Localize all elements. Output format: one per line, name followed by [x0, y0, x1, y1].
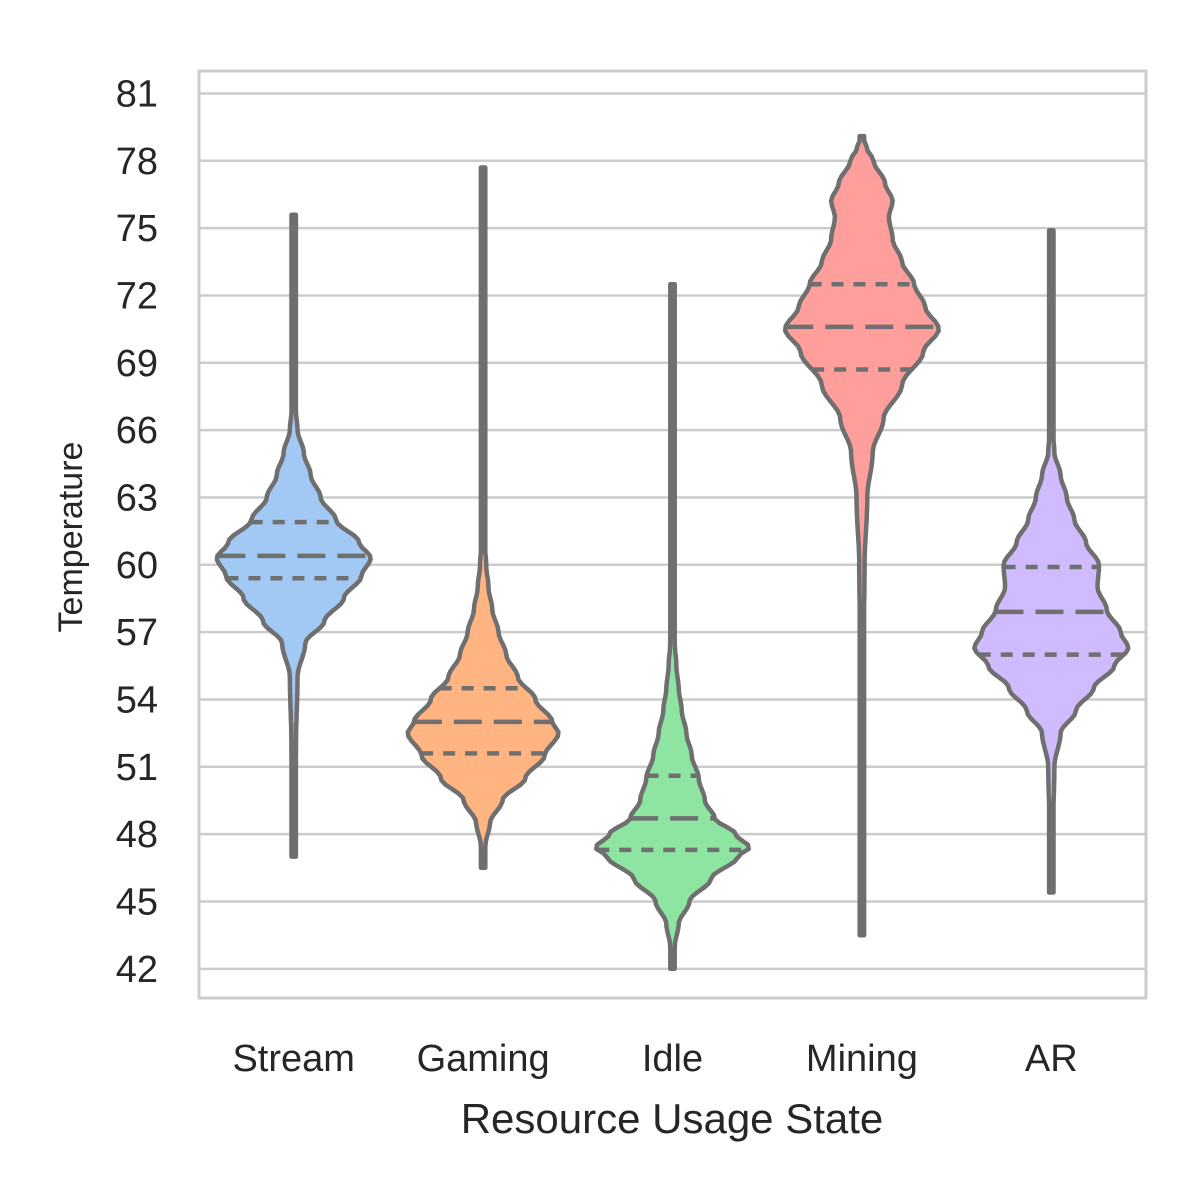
y-tick-label: 60 — [116, 545, 158, 587]
y-tick-label: 81 — [116, 73, 158, 115]
x-tick-label: AR — [1025, 1038, 1078, 1080]
violin-body — [972, 228, 1131, 895]
y-tick-label: 66 — [116, 410, 158, 452]
y-tick-label: 78 — [116, 141, 158, 183]
plot-frame — [197, 69, 1148, 1000]
x-tick-label: Idle — [642, 1038, 703, 1080]
violin-ar — [972, 228, 1131, 895]
violin-body — [594, 281, 751, 972]
x-tick-label: Mining — [806, 1038, 918, 1080]
violin-body — [405, 165, 561, 871]
y-axis-label: Temperature — [52, 442, 90, 633]
violin-gaming — [405, 165, 561, 871]
violin-body — [782, 133, 941, 938]
violin-stream — [214, 212, 373, 859]
y-tick-label: 54 — [116, 679, 158, 721]
y-tick-label: 57 — [116, 612, 158, 654]
violin-mining — [782, 133, 941, 938]
y-tick-labels: 42 45 48 51 54 57 60 63 66 69 72 75 78 81 — [116, 73, 158, 990]
y-tick-label: 72 — [116, 275, 158, 317]
violin-idle — [594, 281, 751, 972]
y-tick-label: 51 — [116, 747, 158, 789]
y-tick-label: 48 — [116, 814, 158, 856]
x-tick-label: Gaming — [417, 1038, 550, 1080]
y-tick-label: 42 — [116, 949, 158, 991]
violin-body — [214, 212, 373, 859]
x-axis-label: Resource Usage State — [461, 1095, 884, 1142]
x-tick-labels: Stream Gaming Idle Mining AR — [232, 1038, 1077, 1080]
x-tick-label: Stream — [232, 1038, 354, 1080]
y-tick-label: 63 — [116, 477, 158, 519]
y-tick-label: 69 — [116, 343, 158, 385]
violins — [214, 133, 1131, 972]
y-tick-label: 45 — [116, 881, 158, 923]
y-tick-label: 75 — [116, 208, 158, 250]
